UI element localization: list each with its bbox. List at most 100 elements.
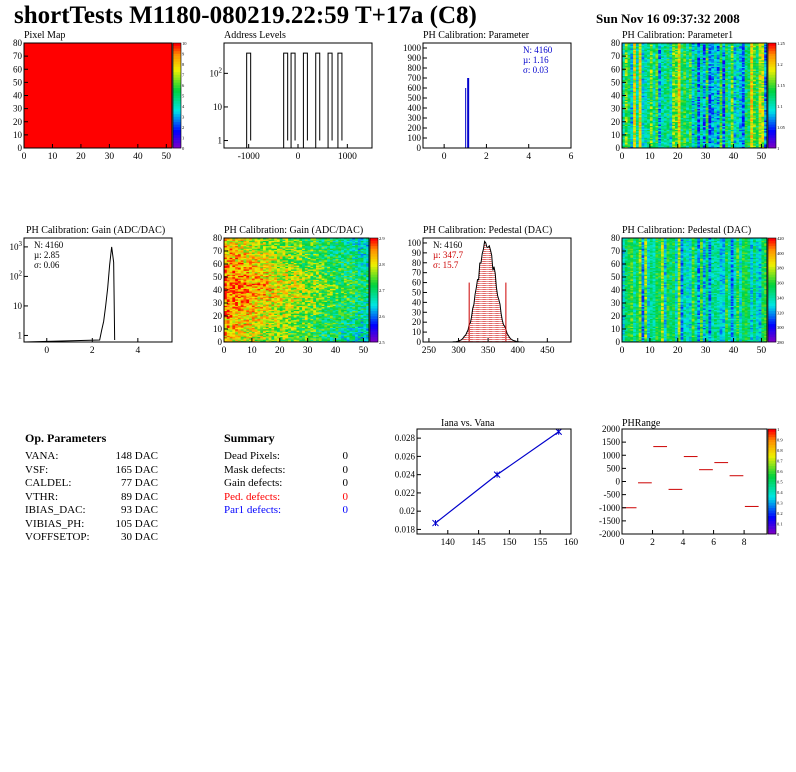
heatmap-cell — [686, 144, 690, 146]
heatmap-cell — [627, 119, 631, 121]
heatmap-cell — [694, 62, 698, 65]
heatmap-cell — [700, 109, 704, 112]
heatmap-cell — [705, 57, 709, 60]
heatmap-cell — [705, 52, 709, 54]
heatmap-cell — [683, 127, 687, 129]
heatmap-cell — [622, 69, 626, 71]
heatmap-cell — [669, 117, 673, 120]
heatmap-cell — [677, 87, 681, 90]
heatmap-cell — [688, 119, 693, 121]
heatmap-cell — [680, 46, 684, 49]
heatmap-cell — [702, 130, 706, 133]
heatmap-cell — [666, 60, 670, 62]
heatmap-cell — [663, 67, 667, 70]
heatmap-cell — [622, 117, 626, 120]
heatmap-cell — [672, 62, 676, 65]
heatmap-cell — [652, 85, 656, 87]
heatmap-cell — [658, 64, 662, 66]
heatmap-cell — [677, 43, 681, 45]
heatmap-cell — [677, 119, 681, 121]
heatmap-cell — [694, 104, 698, 107]
heatmap-cell — [666, 87, 670, 90]
heatmap-cell — [655, 109, 659, 112]
heatmap-cell — [624, 49, 628, 52]
heatmap-cell — [647, 138, 651, 141]
heatmap-cell — [655, 54, 659, 57]
heatmap-cell — [624, 102, 628, 104]
heatmap-cell — [669, 78, 673, 81]
heatmap-cell — [633, 113, 637, 116]
heatmap-cell — [627, 140, 631, 142]
heatmap-cell — [700, 145, 704, 147]
heatmap-cell — [655, 48, 659, 50]
heatmap-cell — [655, 116, 659, 119]
heatmap-cell — [641, 65, 645, 67]
heatmap-cell — [641, 127, 645, 129]
heatmap-cell — [700, 52, 704, 54]
heatmap-cell — [688, 49, 693, 52]
heatmap-cell — [674, 94, 679, 96]
heatmap-cell — [669, 132, 673, 134]
heatmap-cell — [686, 121, 690, 124]
colorbar-cell — [768, 71, 776, 75]
heatmap-cell — [688, 111, 693, 113]
heatmap-cell — [638, 56, 642, 58]
heatmap-cell — [677, 142, 681, 145]
heatmap-cell — [644, 103, 648, 105]
heatmap-cell — [666, 75, 670, 78]
heatmap-cell — [683, 91, 687, 94]
heatmap-cell — [691, 58, 695, 61]
heatmap-cell — [672, 52, 676, 54]
heatmap-cell — [694, 46, 698, 49]
heatmap-cell — [649, 49, 653, 52]
heatmap-cell — [658, 48, 662, 50]
heatmap-cell — [655, 115, 659, 117]
heatmap-cell — [688, 60, 693, 62]
heatmap-cell — [635, 48, 640, 50]
heatmap-cell — [630, 111, 634, 113]
heatmap-cell — [680, 125, 684, 128]
heatmap-cell — [688, 94, 693, 96]
heatmap-cell — [697, 50, 701, 53]
colorbar-frame — [172, 42, 182, 149]
heatmap-cell — [688, 99, 693, 102]
heatmap-cell — [635, 75, 640, 78]
heatmap-cell — [672, 115, 676, 117]
heatmap-cell — [644, 121, 648, 124]
heatmap-cell — [633, 43, 637, 45]
heatmap-cell — [688, 86, 693, 88]
heatmap-cell — [630, 99, 634, 102]
heatmap-cell — [635, 46, 640, 49]
heatmap-cell — [708, 132, 712, 134]
heatmap-cell — [691, 78, 695, 81]
heatmap-cell — [641, 71, 645, 74]
heatmap-cell — [638, 142, 642, 145]
colorbar-cell — [768, 116, 776, 120]
heatmap-cell — [630, 79, 634, 82]
colorbar-cell — [768, 48, 776, 52]
heatmap-cell — [641, 85, 645, 87]
heatmap-cell — [647, 112, 651, 115]
heatmap-cell — [697, 73, 701, 75]
heatmap-cell — [700, 102, 704, 104]
y-tick-label: 1000 — [403, 43, 422, 53]
heatmap-cell — [649, 134, 653, 137]
heatmap-cell — [700, 146, 704, 149]
heatmap-cell — [622, 94, 626, 96]
heatmap-cell — [641, 95, 645, 98]
heatmap-cell — [661, 96, 665, 99]
heatmap-cell — [688, 90, 693, 92]
heatmap-cell — [641, 142, 645, 145]
heatmap-cell — [630, 128, 634, 130]
heatmap-cell — [677, 83, 681, 86]
heatmap-cell — [683, 145, 687, 147]
heatmap-cell — [647, 127, 651, 129]
colorbar-cell — [768, 119, 776, 123]
heatmap-cell — [652, 124, 656, 126]
heatmap-cell — [661, 87, 665, 90]
colorbar-label: 1 — [777, 146, 779, 151]
heatmap-cell — [644, 52, 648, 54]
heatmap-cell — [627, 92, 631, 95]
heatmap-cell — [661, 99, 665, 102]
